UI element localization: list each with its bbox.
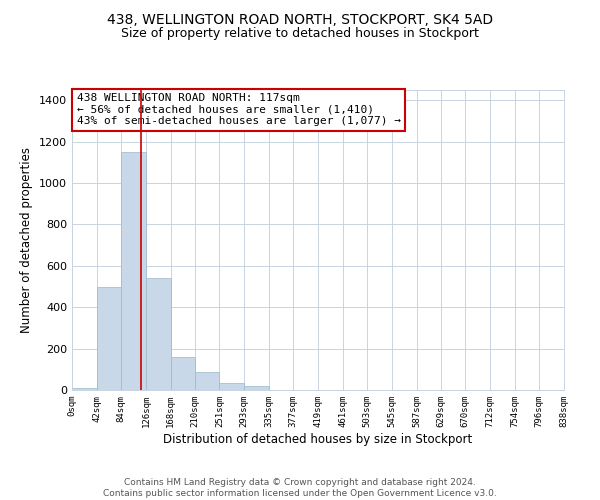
Text: 438, WELLINGTON ROAD NORTH, STOCKPORT, SK4 5AD: 438, WELLINGTON ROAD NORTH, STOCKPORT, S… (107, 12, 493, 26)
Bar (121, 152, 146, 390)
Text: Contains HM Land Registry data © Crown copyright and database right 2024.
Contai: Contains HM Land Registry data © Crown c… (103, 478, 497, 498)
Bar (195, 372, 220, 390)
X-axis label: Distribution of detached houses by size in Stockport: Distribution of detached houses by size … (163, 432, 473, 446)
Bar (97, 286, 121, 390)
Y-axis label: Number of detached properties: Number of detached properties (20, 147, 34, 333)
Text: 438 WELLINGTON ROAD NORTH: 117sqm
← 56% of detached houses are smaller (1,410)
4: 438 WELLINGTON ROAD NORTH: 117sqm ← 56% … (77, 93, 401, 126)
Text: Size of property relative to detached houses in Stockport: Size of property relative to detached ho… (121, 28, 479, 40)
Bar (244, 386, 269, 390)
Bar (72, 388, 97, 390)
Bar (220, 383, 244, 390)
Bar (146, 278, 170, 390)
Bar (170, 357, 195, 390)
